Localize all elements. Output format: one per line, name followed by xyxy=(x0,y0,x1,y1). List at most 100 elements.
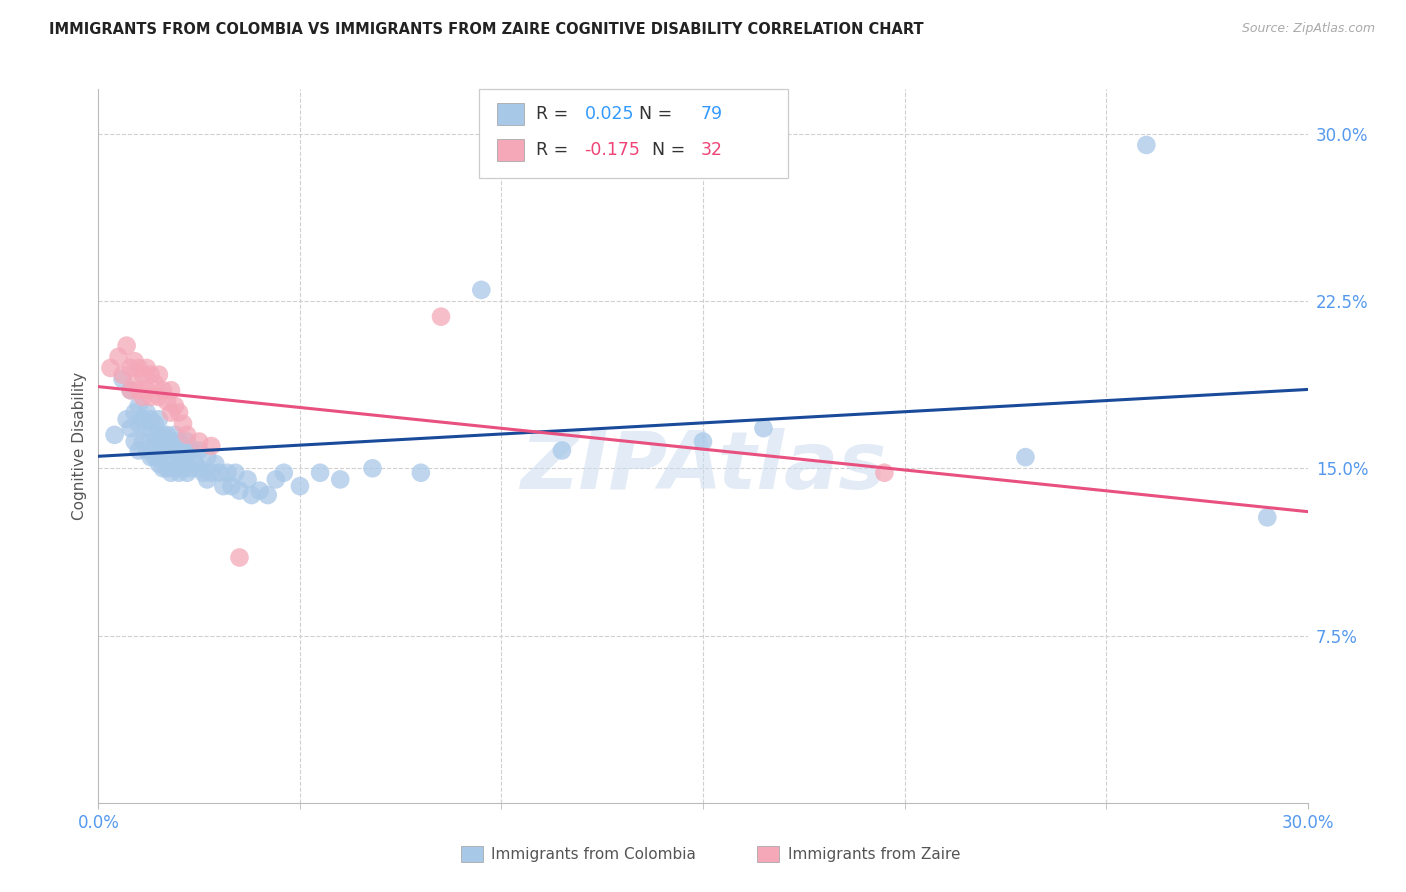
Point xyxy=(217,466,239,480)
Point xyxy=(143,376,166,391)
Point xyxy=(124,405,146,419)
Point xyxy=(135,384,157,398)
Point xyxy=(240,488,263,502)
Point xyxy=(156,427,179,442)
Point xyxy=(128,384,150,398)
Point xyxy=(288,479,311,493)
Point xyxy=(176,450,198,464)
Text: 32: 32 xyxy=(700,141,723,159)
Point xyxy=(163,461,186,475)
Y-axis label: Cognitive Disability: Cognitive Disability xyxy=(72,372,87,520)
Point xyxy=(180,443,202,458)
Point xyxy=(139,412,162,426)
Point xyxy=(148,427,170,442)
Text: 79: 79 xyxy=(700,105,723,123)
Point xyxy=(167,450,190,464)
Point xyxy=(148,390,170,404)
Point xyxy=(100,360,122,375)
Point xyxy=(152,427,174,442)
Point xyxy=(160,384,183,398)
Point xyxy=(148,457,170,471)
Point xyxy=(120,384,142,398)
Point xyxy=(176,434,198,449)
Point xyxy=(184,457,207,471)
Point xyxy=(212,479,235,493)
Point xyxy=(204,457,226,471)
Point xyxy=(107,350,129,364)
Point xyxy=(1135,137,1157,152)
Point xyxy=(139,450,162,464)
Point xyxy=(264,473,287,487)
Point xyxy=(172,443,194,458)
Point xyxy=(193,466,215,480)
Point xyxy=(103,427,125,442)
Point xyxy=(128,360,150,375)
Point xyxy=(148,412,170,426)
Text: ZIPAtlas: ZIPAtlas xyxy=(520,428,886,507)
FancyBboxPatch shape xyxy=(461,847,482,862)
Point xyxy=(124,434,146,449)
Point xyxy=(470,283,492,297)
Point xyxy=(115,338,138,352)
Point xyxy=(135,360,157,375)
Point xyxy=(115,412,138,426)
Point xyxy=(200,466,222,480)
Point xyxy=(167,405,190,419)
Text: 0.025: 0.025 xyxy=(585,105,634,123)
Point xyxy=(163,399,186,413)
Point xyxy=(180,461,202,475)
Point xyxy=(111,372,134,386)
Point xyxy=(160,466,183,480)
Point xyxy=(148,443,170,458)
Point xyxy=(132,412,155,426)
Point xyxy=(135,405,157,419)
Point xyxy=(236,473,259,487)
Point xyxy=(228,550,250,565)
Point xyxy=(176,427,198,442)
Point xyxy=(120,384,142,398)
Point xyxy=(111,368,134,382)
Point xyxy=(156,443,179,458)
Text: Immigrants from Zaire: Immigrants from Zaire xyxy=(787,847,960,862)
Point xyxy=(163,443,186,458)
Point xyxy=(143,434,166,449)
Point xyxy=(163,427,186,442)
Point xyxy=(167,434,190,449)
Point xyxy=(188,443,211,458)
Point xyxy=(139,427,162,442)
Point xyxy=(139,390,162,404)
Point xyxy=(208,466,231,480)
Point xyxy=(128,443,150,458)
Text: N =: N = xyxy=(652,141,690,159)
Point xyxy=(752,421,775,435)
Point xyxy=(195,450,218,464)
Point xyxy=(172,461,194,475)
Point xyxy=(128,417,150,431)
Point xyxy=(120,421,142,435)
Point xyxy=(160,434,183,449)
Point xyxy=(228,483,250,498)
Point xyxy=(167,466,190,480)
Point xyxy=(224,466,246,480)
Point xyxy=(409,466,432,480)
FancyBboxPatch shape xyxy=(498,103,524,125)
Point xyxy=(132,368,155,382)
Text: Source: ZipAtlas.com: Source: ZipAtlas.com xyxy=(1241,22,1375,36)
Point xyxy=(160,450,183,464)
Point xyxy=(152,461,174,475)
Point xyxy=(176,466,198,480)
Point xyxy=(152,443,174,458)
Point xyxy=(124,376,146,391)
FancyBboxPatch shape xyxy=(479,89,787,178)
Point xyxy=(135,421,157,435)
Point xyxy=(143,450,166,464)
Point xyxy=(249,483,271,498)
Point xyxy=(188,461,211,475)
Point xyxy=(1014,450,1036,464)
Point xyxy=(873,466,896,480)
Point xyxy=(551,443,574,458)
Point xyxy=(195,473,218,487)
Point xyxy=(132,434,155,449)
Point xyxy=(152,384,174,398)
Point xyxy=(132,390,155,404)
